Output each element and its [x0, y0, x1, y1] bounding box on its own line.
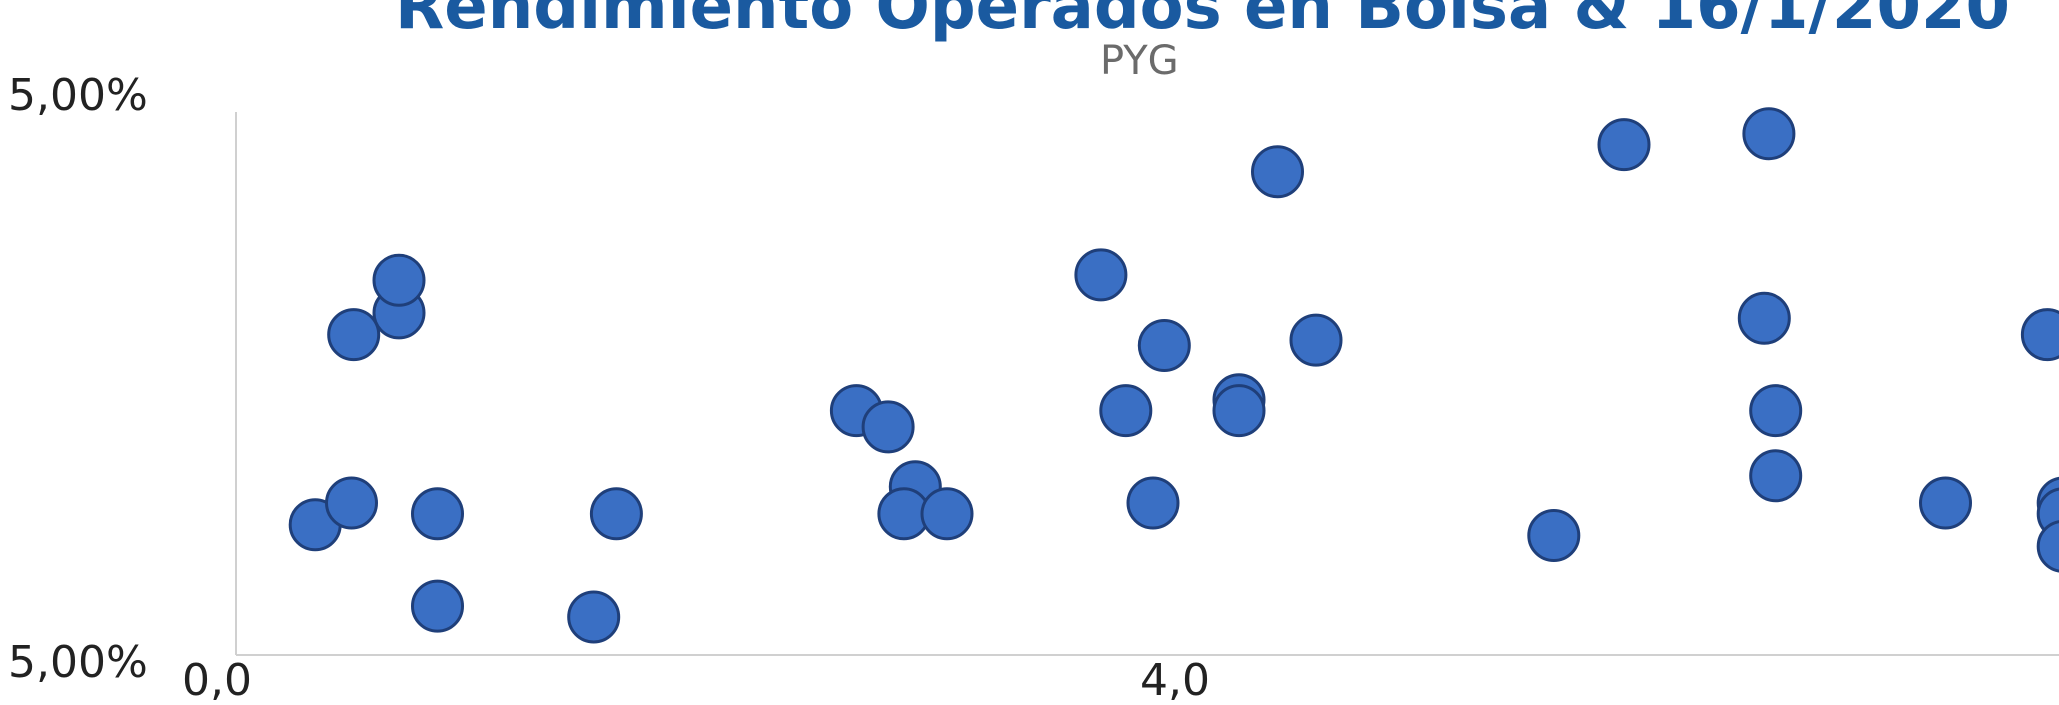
- x-tick-label-0: 0,0: [182, 655, 252, 705]
- data-point-26: [1749, 384, 1803, 438]
- data-point-7: [567, 590, 621, 644]
- data-point-25: [1742, 107, 1796, 161]
- data-point-5: [411, 487, 464, 541]
- data-point-10: [861, 400, 915, 454]
- data-point-17: [1137, 319, 1191, 372]
- x-tick-label-4: 4,0: [1140, 655, 1210, 705]
- data-point-32: [2036, 520, 2059, 573]
- y-tick-label-top: 5,00%: [8, 70, 148, 121]
- data-point-20: [1251, 145, 1304, 199]
- data-point-4: [372, 253, 426, 307]
- data-point-1: [325, 476, 378, 530]
- chart-subtitle: PYG: [1100, 38, 1179, 84]
- chart-title: Rendimiento Operados en Bolsa & 16/1/202…: [395, 0, 2011, 44]
- data-point-6: [411, 579, 464, 633]
- data-point-2: [327, 308, 381, 362]
- data-point-21: [1289, 313, 1343, 367]
- data-point-22: [1527, 509, 1581, 562]
- data-point-16: [1126, 476, 1180, 530]
- data-point-13: [920, 487, 974, 541]
- data-point-29: [2020, 308, 2059, 362]
- data-point-24: [1737, 291, 1791, 345]
- y-tick-label-bottom: 5,00%: [8, 637, 148, 688]
- data-point-14: [1074, 248, 1128, 302]
- data-point-28: [1919, 476, 1972, 530]
- data-point-15: [1099, 384, 1153, 438]
- data-point-23: [1597, 118, 1651, 172]
- data-point-19: [1212, 384, 1266, 438]
- data-point-8: [589, 487, 643, 541]
- scatter-points: [288, 107, 2059, 644]
- data-point-27: [1749, 449, 1803, 503]
